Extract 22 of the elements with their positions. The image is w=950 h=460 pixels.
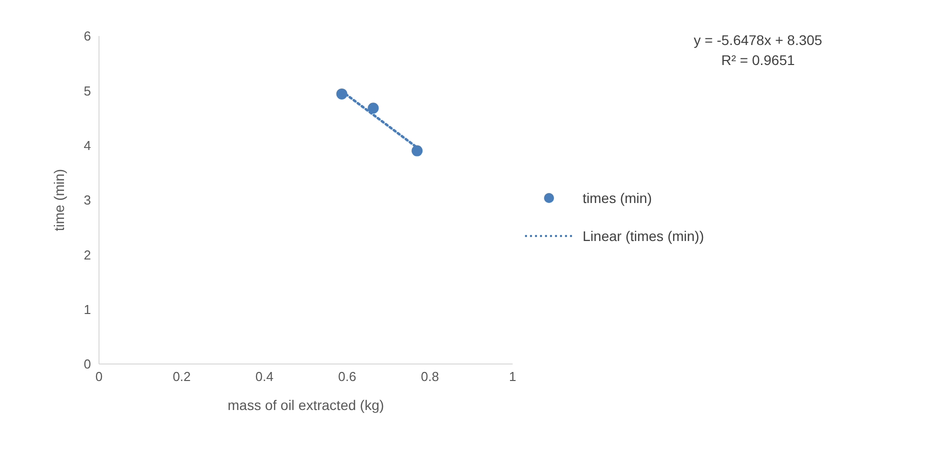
y-tick-label: 6 (84, 28, 91, 44)
point (368, 102, 379, 114)
x-tick-label: 0.2 (172, 369, 191, 384)
x-axis-title: mass of oil extracted (kg) (228, 397, 384, 413)
point (412, 145, 423, 156)
legend-label: Linear (times (min)) (582, 228, 704, 244)
point (336, 88, 348, 100)
x-tick-label: 1 (509, 369, 516, 384)
x-tick-label: 0.8 (420, 369, 439, 384)
y-tick-label: 3 (84, 192, 91, 208)
y-tick-label: 4 (84, 138, 91, 153)
y-axis-title: time (min) (50, 168, 67, 232)
legend-label: times (min) (582, 190, 652, 206)
x-tick-label: 0 (95, 369, 103, 384)
y-tick-label: 5 (84, 83, 91, 98)
y-tick-label: 1 (84, 302, 91, 317)
x-tick-label: 0.4 (255, 369, 274, 384)
y-tick-label: 0 (84, 356, 91, 372)
x-tick-label: 0.6 (338, 369, 356, 384)
text: R² = 0.9651 (720, 51, 796, 70)
text: y = -5.6478x + 8.305 (692, 31, 824, 50)
y-tick-label: 2 (84, 247, 91, 262)
